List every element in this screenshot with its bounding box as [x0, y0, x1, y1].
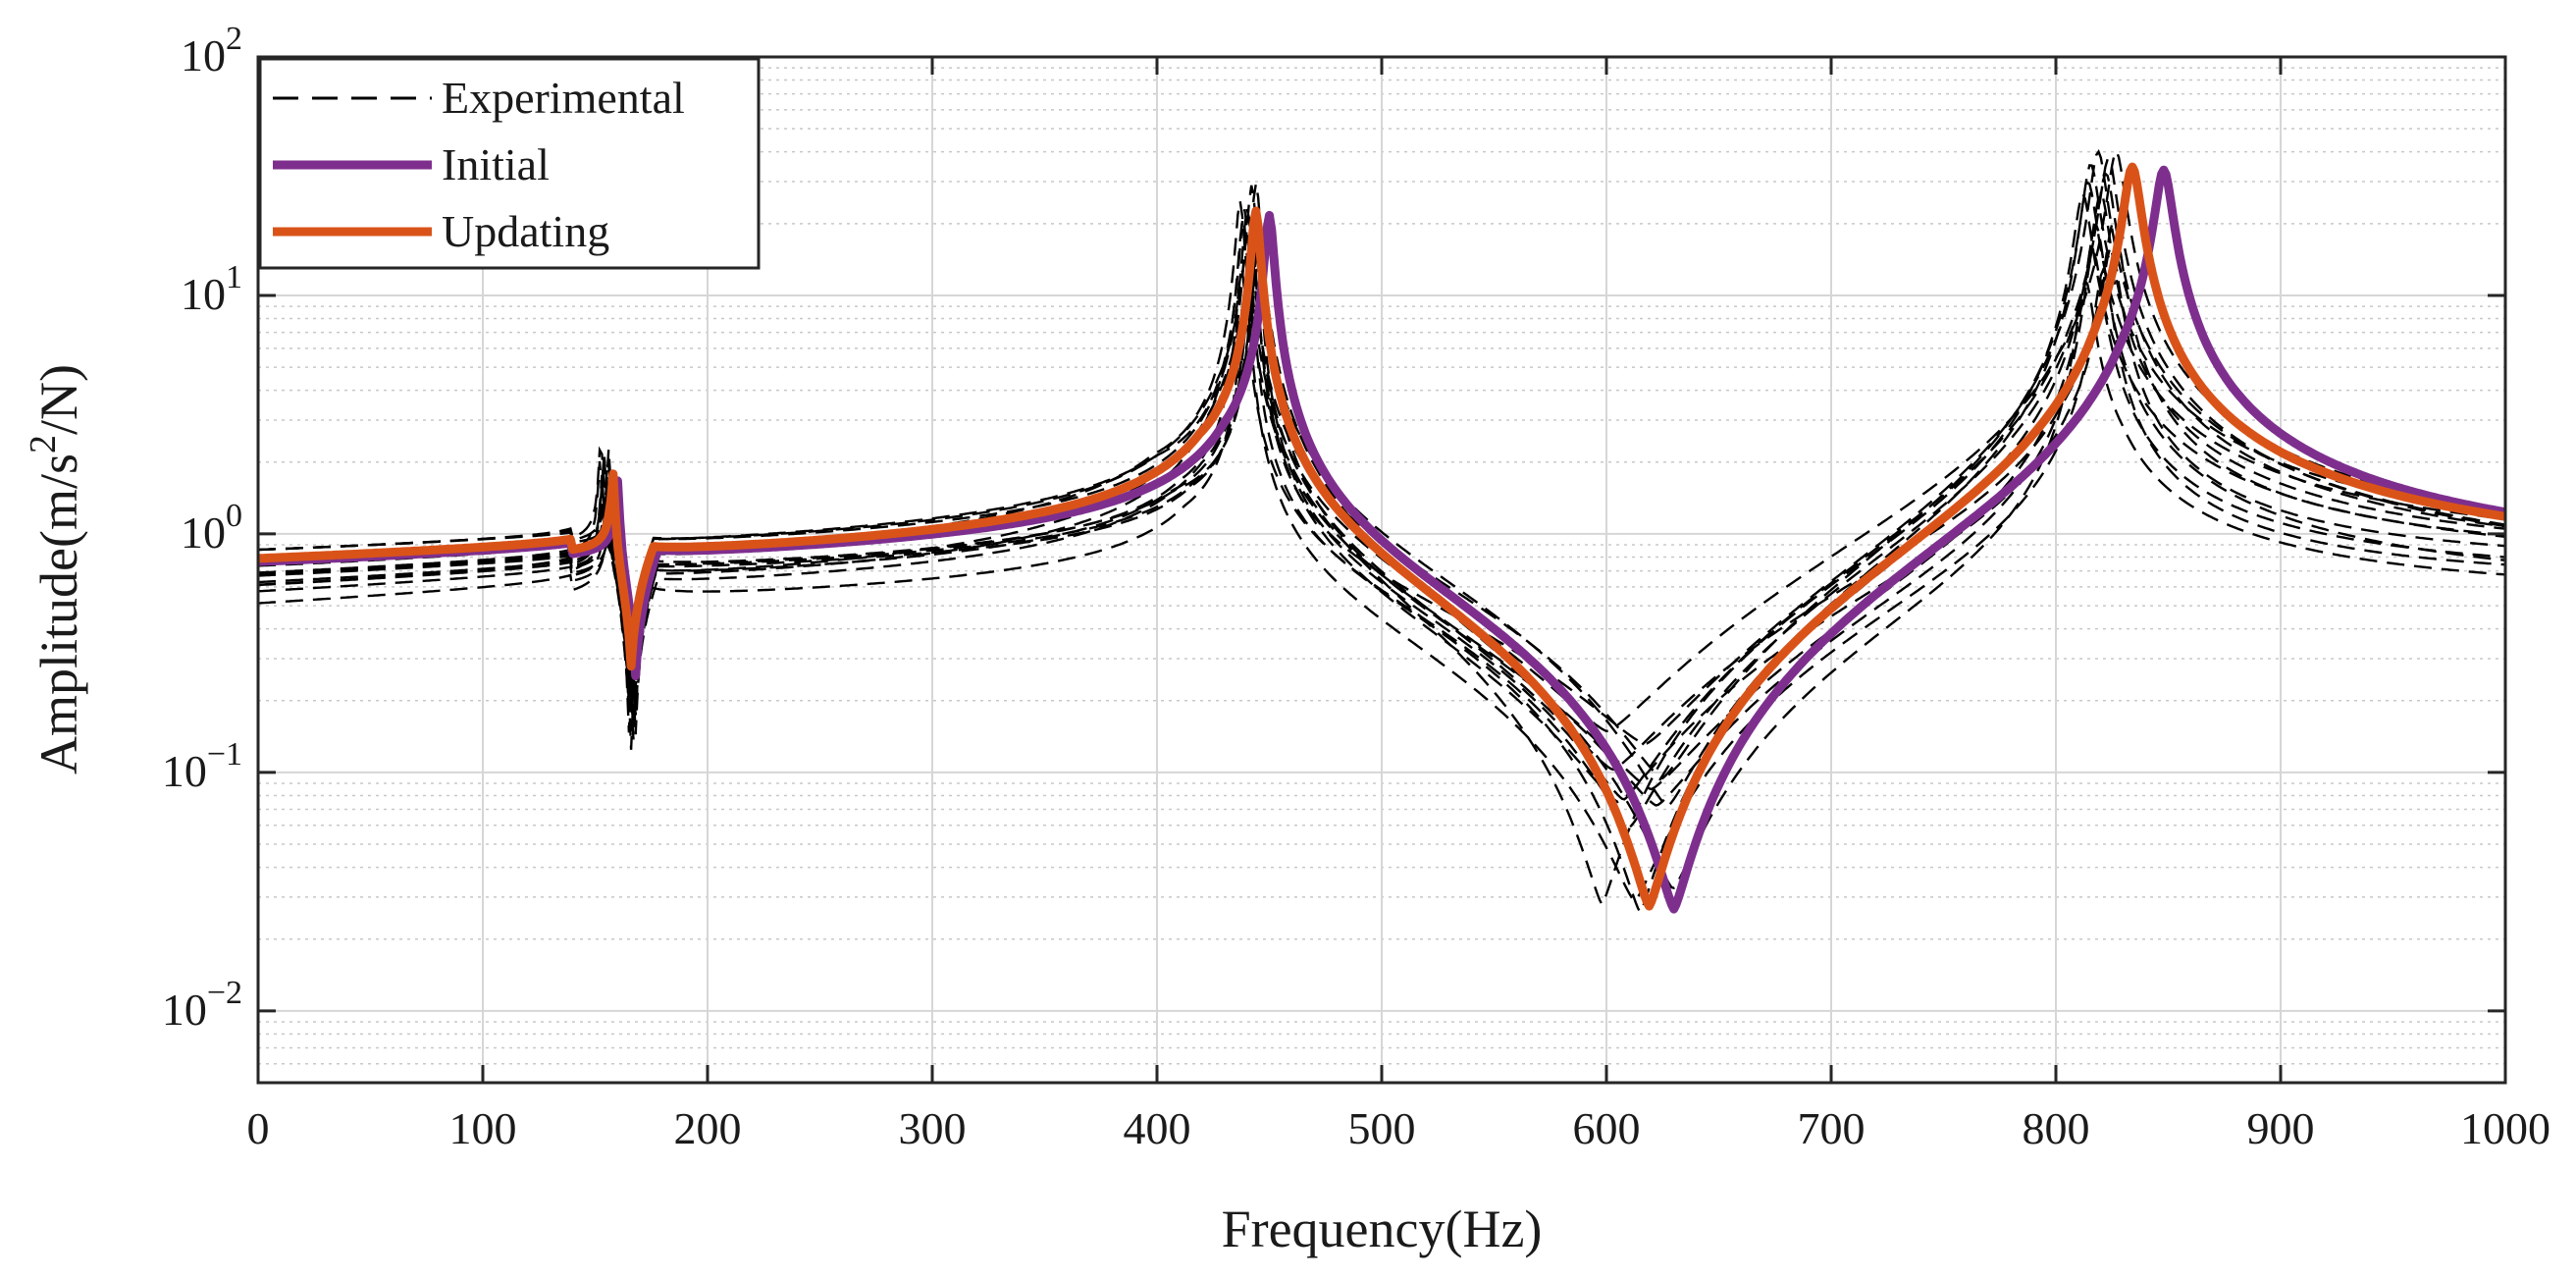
legend-label-updating: Updating [442, 206, 609, 256]
y-tick-label: 10−2 [162, 975, 242, 1035]
y-tick-label: 10−1 [162, 736, 242, 796]
x-tick-label: 700 [1798, 1103, 1866, 1153]
y-axis-ticks: 10−2 10−1 100 101 102 [162, 21, 2505, 1035]
x-tick-label: 200 [674, 1103, 742, 1153]
plot-area [258, 148, 2505, 915]
legend: Experimental Initial Updating [258, 57, 761, 270]
y-tick-label: 102 [181, 21, 242, 80]
x-axis-label: Frequency(Hz) [1222, 1200, 1543, 1258]
y-axis-label: Amplitude(m/s2/N) [23, 364, 88, 774]
x-tick-label: 100 [449, 1103, 517, 1153]
model-series-group [258, 162, 2505, 914]
experimental-curve [258, 246, 2505, 804]
legend-label-experimental: Experimental [442, 73, 685, 123]
x-tick-label: 900 [2247, 1103, 2315, 1153]
x-tick-label: 800 [2023, 1103, 2090, 1153]
experimental-curve [258, 191, 2505, 907]
y-tick-label: 100 [181, 498, 242, 558]
x-tick-label: 400 [1124, 1103, 1191, 1153]
x-tick-label: 1000 [2460, 1103, 2550, 1153]
experimental-curve [258, 157, 2505, 801]
series-line-updating [258, 162, 2505, 911]
y-tick-label: 101 [181, 259, 242, 319]
x-tick-label: 600 [1573, 1103, 1641, 1153]
x-tick-label: 500 [1348, 1103, 1416, 1153]
x-tick-label: 300 [899, 1103, 967, 1153]
x-axis-ticks: 0 100 200 300 400 500 600 700 800 900 1000 [247, 57, 2550, 1153]
x-tick-label: 0 [247, 1103, 270, 1153]
legend-label-initial: Initial [442, 139, 550, 189]
